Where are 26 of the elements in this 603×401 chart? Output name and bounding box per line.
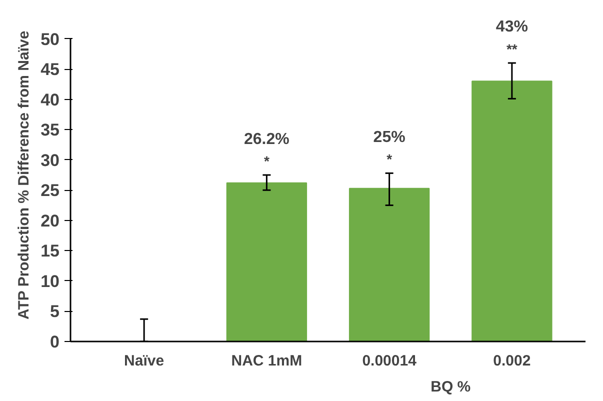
data-label: 26.2% [244, 130, 290, 148]
x-tick-label: 0.00014 [362, 352, 418, 370]
data-label: 25% [373, 128, 406, 146]
bar [348, 188, 430, 342]
bar [226, 182, 308, 342]
x-tick-label: NAC 1mM [231, 352, 302, 370]
annotation: * [386, 151, 393, 168]
y-tick-label: 20 [40, 211, 60, 230]
y-tick-label: 15 [40, 242, 60, 261]
y-tick-label: 10 [40, 272, 60, 291]
x-tick-label: 0.002 [493, 352, 531, 370]
y-tick-label: 45 [40, 60, 60, 80]
bar [472, 80, 552, 342]
data-label: 43% [496, 18, 528, 36]
annotation: ** [506, 40, 518, 57]
y-tick-label: 50 [40, 30, 60, 49]
x-tick-label: Naïve [124, 352, 164, 370]
y-tick-label: 25 [40, 181, 60, 200]
y-tick-label: 30 [40, 150, 60, 170]
y-tick-label: 40 [40, 90, 60, 110]
y-axis-title: ATP Production % Difference from Naïve [16, 30, 33, 320]
y-tick-label: 0 [50, 332, 60, 352]
annotation: * [264, 153, 270, 169]
y-tick-label: 5 [50, 302, 60, 322]
y-tick-label: 35 [40, 120, 60, 140]
text: BQ % [430, 378, 471, 396]
